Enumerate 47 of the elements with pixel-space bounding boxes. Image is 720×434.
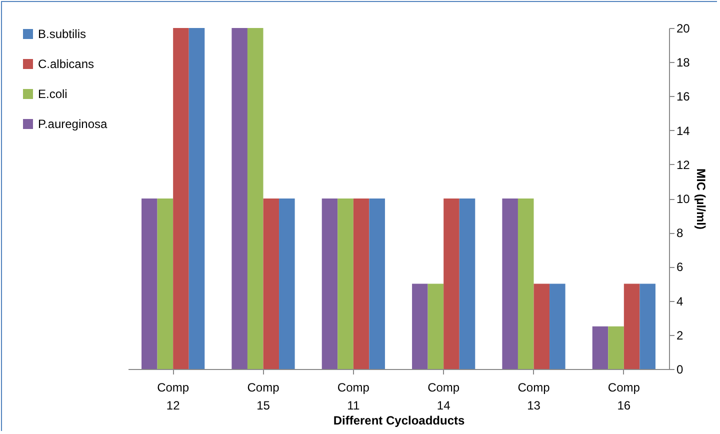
bar	[353, 198, 370, 369]
bar	[459, 198, 476, 369]
bar	[188, 28, 205, 369]
x-tick-label: Comp 12	[157, 380, 190, 412]
x-tick-label: Comp 11	[337, 380, 370, 412]
y-tick-label: 6	[676, 260, 684, 274]
bar	[550, 284, 566, 369]
y-tick-label: 10	[676, 192, 690, 206]
bar	[518, 198, 534, 369]
y-tick-label: 20	[676, 22, 690, 36]
bar	[142, 198, 158, 369]
bar	[444, 198, 460, 369]
bar	[608, 326, 624, 369]
y-tick-label: 2	[676, 328, 684, 342]
bar	[412, 284, 428, 369]
y-tick-label: 16	[676, 90, 690, 104]
bar	[592, 326, 608, 369]
y-tick-label: 18	[676, 56, 690, 70]
legend-label: C.albicans	[38, 57, 94, 71]
y-tick-label: 8	[676, 226, 684, 240]
x-tick-label: Comp 15	[247, 380, 280, 412]
x-axis-title: Different Cycloadducts	[333, 414, 465, 428]
x-tick-label: Comp 13	[518, 380, 550, 412]
bar	[279, 198, 295, 369]
legend-label: B.subtilis	[38, 27, 86, 41]
bar	[640, 284, 656, 369]
bar	[502, 198, 518, 369]
bar	[157, 198, 174, 369]
y-tick-label: 12	[676, 158, 690, 172]
bar	[534, 284, 550, 369]
bar	[247, 28, 264, 369]
y-tick-label: 14	[676, 124, 690, 138]
y-axis-title: MIC (µl/ml)	[694, 168, 708, 230]
bar	[624, 284, 640, 369]
y-tick-label: 4	[676, 294, 684, 308]
x-tick-label: Comp 14	[428, 380, 460, 412]
legend-label: E.coli	[38, 87, 68, 101]
x-tick-label: Comp 16	[608, 380, 640, 412]
bar	[322, 198, 338, 369]
bar	[173, 28, 189, 369]
bar	[428, 284, 444, 369]
bar	[263, 198, 280, 369]
y-tick-label: 0	[676, 362, 684, 376]
bar	[232, 28, 248, 369]
bar	[369, 198, 385, 369]
bar	[338, 198, 354, 369]
legend-label: P.aureginosa	[38, 117, 108, 131]
